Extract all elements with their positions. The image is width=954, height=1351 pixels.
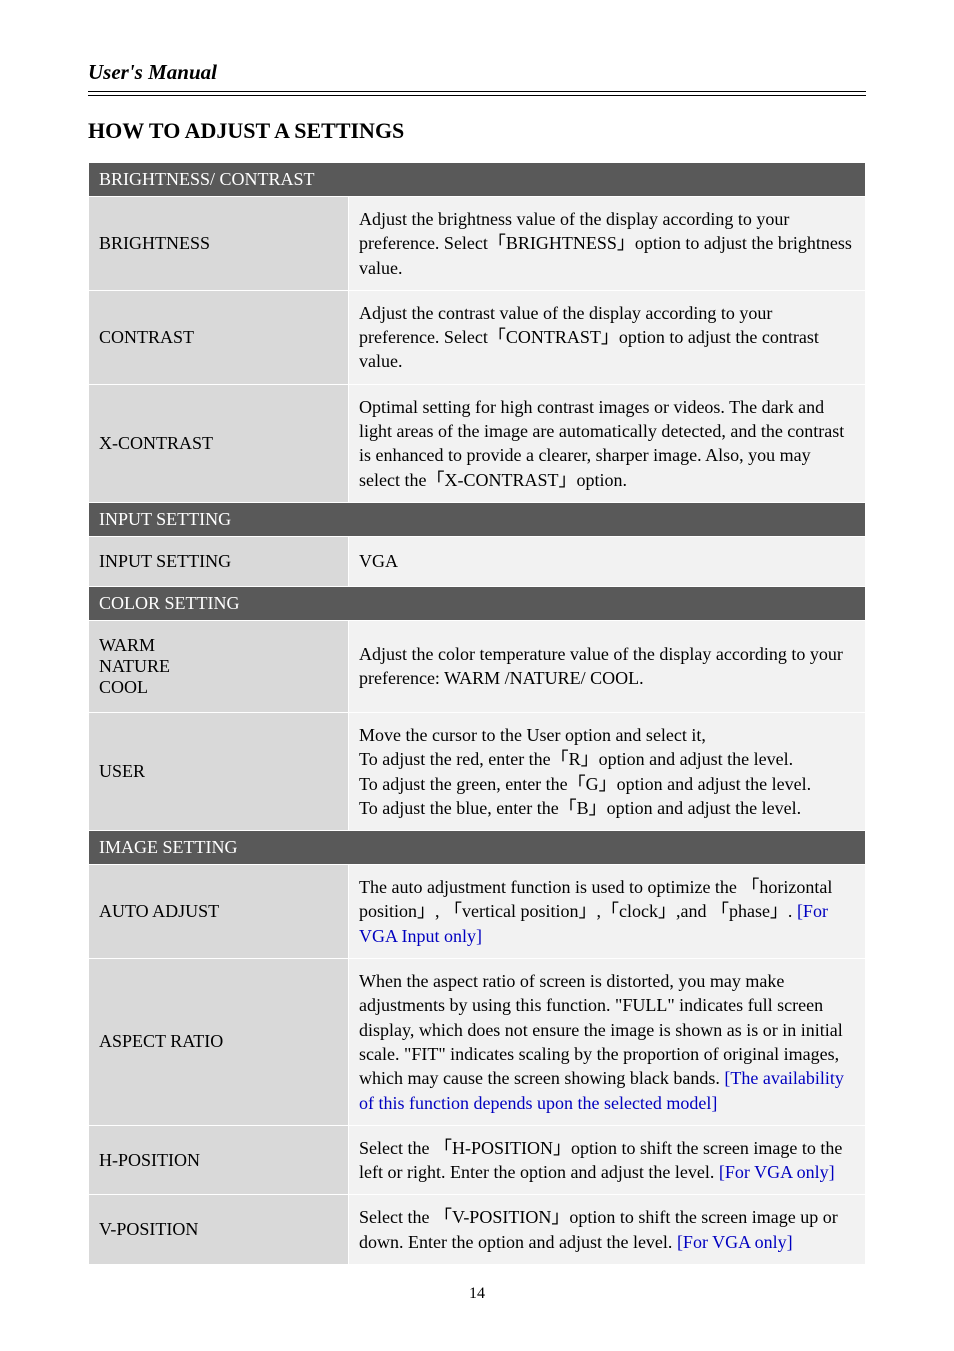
table-row: X-CONTRAST Optimal setting for high cont… — [89, 384, 866, 502]
section-title: HOW TO ADJUST A SETTINGS — [88, 118, 866, 144]
setting-label-auto-adjust: AUTO ADJUST — [89, 865, 349, 959]
desc-note-blue: [For VGA only] — [719, 1162, 835, 1182]
setting-label-user: USER — [89, 712, 349, 830]
setting-desc-auto-adjust: The auto adjustment function is used to … — [349, 865, 866, 959]
setting-label-contrast: CONTRAST — [89, 290, 349, 384]
document-page: User's Manual HOW TO ADJUST A SETTINGS B… — [0, 0, 954, 1303]
group-header-label: IMAGE SETTING — [89, 831, 866, 865]
page-number: 14 — [88, 1285, 866, 1303]
header-rule — [88, 91, 866, 96]
group-header-brightness-contrast: BRIGHTNESS/ CONTRAST — [89, 163, 866, 197]
table-row: AUTO ADJUST The auto adjustment function… — [89, 865, 866, 959]
desc-text: The auto adjustment function is used to … — [359, 877, 832, 921]
setting-desc-warm-nature-cool: Adjust the color temperature value of th… — [349, 620, 866, 712]
table-row: USER Move the cursor to the User option … — [89, 712, 866, 830]
group-header-input-setting: INPUT SETTING — [89, 502, 866, 536]
group-header-label: COLOR SETTING — [89, 586, 866, 620]
table-row: ASPECT RATIO When the aspect ratio of sc… — [89, 959, 866, 1126]
table-row: INPUT SETTING VGA — [89, 536, 866, 586]
table-row: V-POSITION Select the 「V-POSITION」option… — [89, 1195, 866, 1265]
setting-label-warm-nature-cool: WARM NATURE COOL — [89, 620, 349, 712]
setting-desc-input: VGA — [349, 536, 866, 586]
setting-desc-user: Move the cursor to the User option and s… — [349, 712, 866, 830]
table-row: BRIGHTNESS Adjust the brightness value o… — [89, 197, 866, 291]
table-row: H-POSITION Select the 「H-POSITION」option… — [89, 1125, 866, 1195]
setting-label-input: INPUT SETTING — [89, 536, 349, 586]
group-header-label: BRIGHTNESS/ CONTRAST — [89, 163, 866, 197]
group-header-label: INPUT SETTING — [89, 502, 866, 536]
group-header-image-setting: IMAGE SETTING — [89, 831, 866, 865]
setting-label-v-position: V-POSITION — [89, 1195, 349, 1265]
setting-label-xcontrast: X-CONTRAST — [89, 384, 349, 502]
group-header-color-setting: COLOR SETTING — [89, 586, 866, 620]
setting-desc-aspect-ratio: When the aspect ratio of screen is disto… — [349, 959, 866, 1126]
table-row: CONTRAST Adjust the contrast value of th… — [89, 290, 866, 384]
setting-desc-brightness: Adjust the brightness value of the displ… — [349, 197, 866, 291]
setting-desc-h-position: Select the 「H-POSITION」option to shift t… — [349, 1125, 866, 1195]
setting-desc-v-position: Select the 「V-POSITION」option to shift t… — [349, 1195, 866, 1265]
setting-desc-xcontrast: Optimal setting for high contrast images… — [349, 384, 866, 502]
setting-label-h-position: H-POSITION — [89, 1125, 349, 1195]
table-row: WARM NATURE COOL Adjust the color temper… — [89, 620, 866, 712]
header-title: User's Manual — [88, 60, 866, 85]
setting-label-aspect-ratio: ASPECT RATIO — [89, 959, 349, 1126]
setting-label-brightness: BRIGHTNESS — [89, 197, 349, 291]
setting-desc-contrast: Adjust the contrast value of the display… — [349, 290, 866, 384]
settings-table: BRIGHTNESS/ CONTRAST BRIGHTNESS Adjust t… — [88, 162, 866, 1265]
desc-note-blue: [For VGA only] — [677, 1232, 793, 1252]
